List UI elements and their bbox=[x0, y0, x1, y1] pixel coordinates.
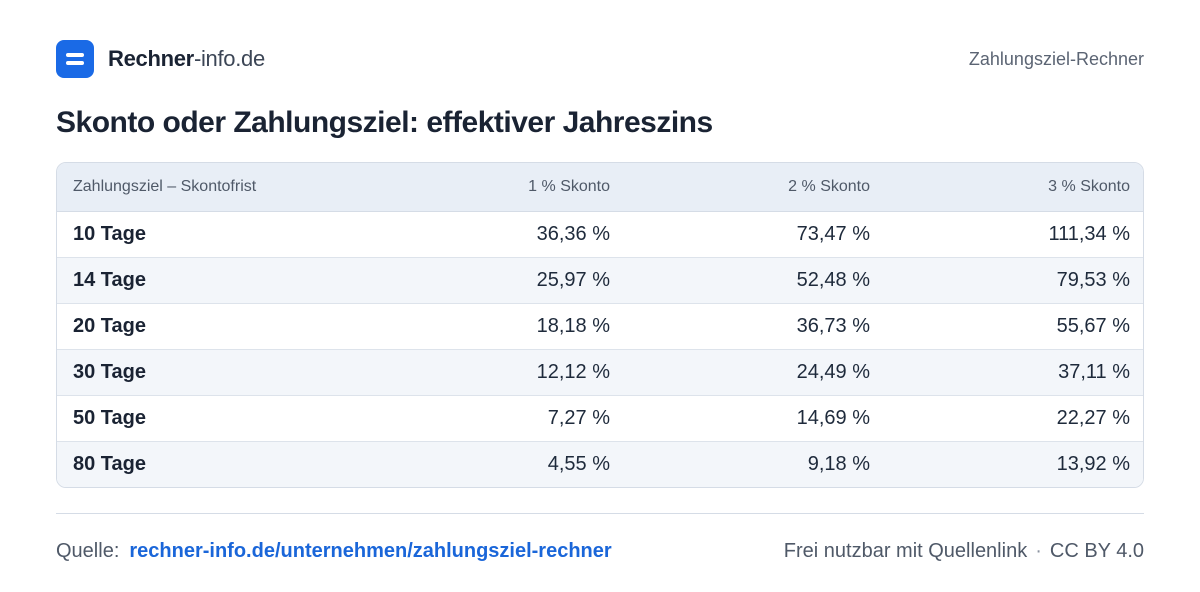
row-label: 20 Tage bbox=[57, 303, 437, 350]
table-cell: 9,18 % bbox=[625, 441, 885, 487]
row-label: 30 Tage bbox=[57, 349, 437, 396]
source-link[interactable]: rechner-info.de/unternehmen/zahlungsziel… bbox=[129, 539, 612, 562]
brand-name: Rechner-info.de bbox=[108, 46, 265, 72]
table-cell: 24,49 % bbox=[625, 349, 885, 396]
brand-logo-icon bbox=[56, 40, 94, 78]
row-label: 14 Tage bbox=[57, 257, 437, 304]
footer-divider bbox=[56, 513, 1144, 514]
logo-line-bottom bbox=[66, 61, 84, 65]
license-name: CC BY 4.0 bbox=[1049, 539, 1144, 562]
license-text: Frei nutzbar mit Quellenlink bbox=[783, 539, 1028, 562]
table-cell: 13,92 % bbox=[885, 441, 1143, 487]
row-label: 10 Tage bbox=[57, 211, 437, 258]
table-cell: 12,12 % bbox=[437, 349, 625, 396]
table-cell: 111,34 % bbox=[885, 211, 1143, 258]
table-row: 80 Tage 4,55 % 9,18 % 13,92 % bbox=[57, 441, 1143, 487]
source-line: Quelle: rechner-info.de/unternehmen/zahlu… bbox=[56, 540, 612, 563]
table-cell: 52,48 % bbox=[625, 257, 885, 304]
table-row: 10 Tage 36,36 % 73,47 % 111,34 % bbox=[57, 211, 1143, 258]
brand[interactable]: Rechner-info.de bbox=[56, 40, 265, 78]
page-header: Rechner-info.de Zahlungsziel-Rechner bbox=[56, 40, 1144, 78]
table-cell: 36,73 % bbox=[625, 303, 885, 350]
brand-name-bold: Rechner bbox=[108, 46, 194, 71]
table-cell: 55,67 % bbox=[885, 303, 1143, 350]
logo-line-top bbox=[66, 53, 84, 57]
table-cell: 36,36 % bbox=[437, 211, 625, 258]
table-cell: 4,55 % bbox=[437, 441, 625, 487]
license-separator: · bbox=[1035, 539, 1042, 562]
row-label: 80 Tage bbox=[57, 441, 437, 487]
brand-name-light: -info.de bbox=[193, 46, 265, 71]
table-row: 30 Tage 12,12 % 24,49 % 37,11 % bbox=[57, 349, 1143, 396]
table-cell: 22,27 % bbox=[885, 395, 1143, 442]
column-header-3-percent: 3 % Skonto bbox=[885, 163, 1143, 212]
table-header-row: Zahlungsziel – Skontofrist 1 % Skonto 2 … bbox=[57, 163, 1143, 212]
table-cell: 79,53 % bbox=[885, 257, 1143, 304]
table-cell: 18,18 % bbox=[437, 303, 625, 350]
column-header-2-percent: 2 % Skonto bbox=[625, 163, 885, 212]
calculator-label: Zahlungsziel-Rechner bbox=[968, 48, 1144, 69]
source-label: Quelle: bbox=[56, 539, 120, 562]
table-cell: 7,27 % bbox=[437, 395, 625, 442]
table-row: 14 Tage 25,97 % 52,48 % 79,53 % bbox=[57, 257, 1143, 304]
table-row: 50 Tage 7,27 % 14,69 % 22,27 % bbox=[57, 395, 1143, 442]
page-footer: Quelle: rechner-info.de/unternehmen/zahlu… bbox=[56, 538, 1144, 564]
page-title: Skonto oder Zahlungsziel: effektiver Jah… bbox=[56, 106, 713, 139]
column-header-1-percent: 1 % Skonto bbox=[437, 163, 625, 212]
interest-table: Zahlungsziel – Skontofrist 1 % Skonto 2 … bbox=[56, 162, 1144, 488]
row-label: 50 Tage bbox=[57, 395, 437, 442]
table-row: 20 Tage 18,18 % 36,73 % 55,67 % bbox=[57, 303, 1143, 350]
license-line: Frei nutzbar mit Quellenlink · CC BY 4.0 bbox=[784, 540, 1144, 563]
table-cell: 37,11 % bbox=[885, 349, 1143, 396]
table-cell: 25,97 % bbox=[437, 257, 625, 304]
table-cell: 14,69 % bbox=[625, 395, 885, 442]
table-cell: 73,47 % bbox=[625, 211, 885, 258]
column-header-term: Zahlungsziel – Skontofrist bbox=[57, 163, 437, 212]
